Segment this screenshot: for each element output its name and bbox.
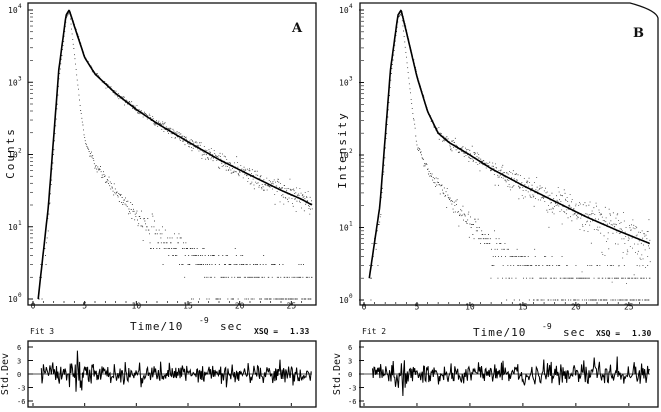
- x-tick-label: 0: [362, 303, 367, 312]
- panel-a-chi-label: XSQ =: [254, 327, 278, 336]
- x-tick-label: 25: [287, 302, 297, 311]
- x-tick-label: 0: [31, 302, 36, 311]
- panel-b-ylabel: Intensity: [336, 111, 349, 189]
- panel-b-letter: B: [633, 26, 644, 41]
- panel-a-residuals: [33, 350, 312, 392]
- x-tick-label: 20: [571, 303, 581, 312]
- y-tick-label: 10: [339, 151, 349, 160]
- panel-b-residual-ylabel: Std.Dev: [332, 353, 343, 395]
- y-tick-label: 10: [8, 295, 18, 304]
- panel-a-xlabel-unit: sec: [220, 320, 243, 333]
- y-tick-exp: 3: [349, 76, 353, 83]
- decay-points: [67, 9, 313, 215]
- panel-b-chi-value: 1.30: [632, 329, 651, 338]
- y-tick-label: 10: [339, 224, 349, 233]
- fit-curve: [37, 9, 313, 300]
- x-tick-label: 5: [82, 302, 87, 311]
- x-tick-label: 10: [132, 302, 142, 311]
- panel-b-xlabel-base: Time/10: [473, 326, 526, 339]
- y-tick-exp: 4: [18, 3, 22, 10]
- panel-a-letter: A: [291, 21, 303, 36]
- y-tick-label: 10: [339, 296, 349, 305]
- x-tick-label: 5: [415, 303, 420, 312]
- residual-y-tick-label: -3: [17, 385, 25, 393]
- panel-a-main-frame: [27, 2, 317, 306]
- residual-y-tick-label: -6: [348, 398, 356, 406]
- x-tick-label: 15: [183, 302, 193, 311]
- lamp-points: [38, 11, 313, 300]
- panel-a-data: [37, 9, 313, 300]
- y-tick-label: 10: [339, 6, 349, 15]
- panel-a-residual-ylabel: Std.Dev: [0, 353, 11, 395]
- y-tick-exp: 3: [18, 75, 22, 82]
- y-tick-label: 10: [339, 79, 349, 88]
- residual-y-tick-label: 0: [348, 371, 352, 379]
- y-tick-exp: 0: [18, 292, 22, 299]
- panel-a-xlabel-exp: -9: [199, 316, 209, 325]
- x-tick-label: 15: [518, 303, 528, 312]
- panel-a-fit-label: Fit 3: [30, 327, 54, 336]
- y-tick-label: 10: [8, 151, 18, 160]
- lamp-points: [369, 13, 651, 301]
- panel-a: A Counts Time/10 -9 sec Fit 3 XSQ = 1.33…: [0, 2, 317, 408]
- residual-y-tick-label: 6: [348, 344, 352, 352]
- x-tick-label: 25: [624, 303, 634, 312]
- y-tick-exp: 0: [349, 293, 353, 300]
- residual-y-tick-label: 3: [348, 358, 352, 366]
- x-tick-label: 10: [465, 303, 475, 312]
- residual-y-tick-label: -3: [348, 385, 356, 393]
- y-tick-exp: 1: [349, 221, 353, 228]
- x-tick-label: 20: [235, 302, 245, 311]
- residual-trace: [40, 350, 312, 392]
- panel-a-xlabel: Time/10 -9 sec: [130, 316, 243, 333]
- y-tick-label: 10: [8, 6, 18, 15]
- panel-a-x-ticks: 0 5 10 15 20 25: [31, 301, 303, 406]
- panel-b-chi-label: XSQ =: [596, 329, 620, 338]
- panel-b-main-frame: [359, 2, 659, 306]
- y-tick-exp: 2: [18, 148, 22, 155]
- y-tick-label: 10: [8, 78, 18, 87]
- y-tick-exp: 2: [349, 148, 353, 155]
- panel-b-xlabel-exp: -9: [542, 322, 552, 331]
- residual-trace: [372, 356, 650, 397]
- panel-b-data: [368, 9, 651, 301]
- panel-a-xlabel-base: Time/10: [130, 320, 183, 333]
- panel-b: B Intensity Time/10 -9 sec Fit 2 XSQ = 1…: [332, 2, 659, 408]
- residual-y-tick-label: 3: [17, 358, 21, 366]
- panel-b-fit-label: Fit 2: [362, 327, 386, 336]
- residual-y-tick-label: 6: [17, 344, 21, 352]
- residual-y-tick-label: -6: [17, 398, 25, 406]
- panel-a-ylabel: Counts: [4, 127, 17, 179]
- fit-curve: [368, 9, 651, 279]
- panel-b-xlabel-unit: sec: [563, 326, 586, 339]
- panel-a-chi-value: 1.33: [290, 327, 309, 336]
- panel-b-x-ticks: 0 5 10 15 20 25: [362, 302, 640, 406]
- y-tick-label: 10: [8, 223, 18, 232]
- y-tick-exp: 4: [349, 3, 353, 10]
- panel-b-xlabel: Time/10 -9 sec: [473, 322, 586, 339]
- panel-b-residuals: [364, 356, 650, 397]
- residual-y-tick-label: 0: [17, 371, 21, 379]
- y-tick-exp: 1: [18, 220, 22, 227]
